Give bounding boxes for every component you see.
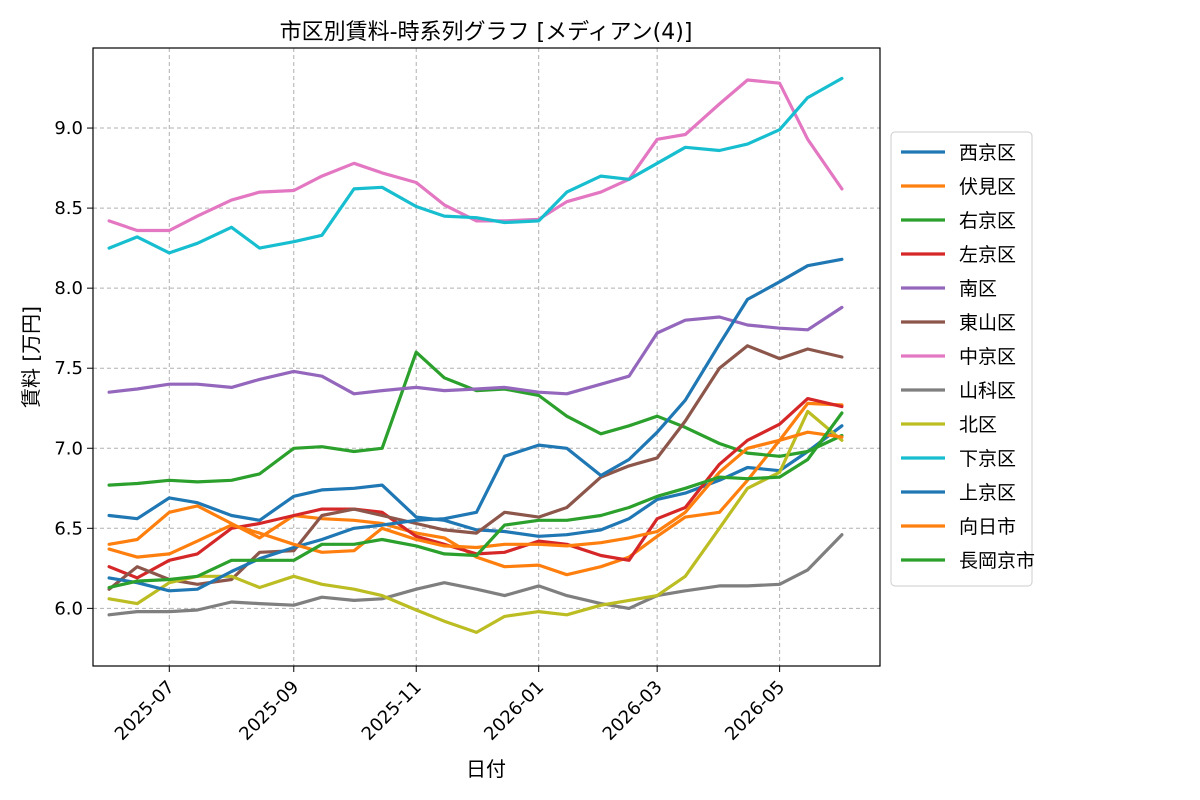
chart-title: 市区別賃料-時系列グラフ [メディアン(4)] — [280, 20, 693, 45]
y-tick-label: 7.0 — [54, 438, 83, 459]
legend-entry: 北区 — [901, 414, 997, 436]
grid — [93, 48, 880, 666]
legend-label: 向日市 — [959, 516, 1016, 538]
legend-entry: 下京区 — [901, 448, 1016, 470]
series-line-7 — [107, 533, 844, 617]
series-line-11 — [107, 430, 844, 559]
legend-label: 北区 — [959, 414, 997, 436]
legend-entry: 伏見区 — [901, 176, 1016, 198]
series-line-12 — [107, 411, 844, 590]
series-line-0 — [107, 424, 844, 538]
legend-entry: 西京区 — [901, 142, 1016, 164]
legend-entry: 上京区 — [901, 482, 1016, 504]
series-line-10 — [107, 257, 844, 593]
y-axis-ticks: 6.0 6.5 7.0 7.5 8.0 8.5 9.0 — [54, 118, 93, 619]
legend-label: 右京区 — [959, 210, 1016, 232]
legend-label: 中京区 — [959, 346, 1016, 368]
legend-label: 南区 — [959, 278, 997, 300]
legend-entry: 中京区 — [901, 346, 1016, 368]
series-line-6 — [107, 78, 844, 233]
series-line-4 — [107, 305, 844, 396]
legend-entry: 左京区 — [901, 244, 1016, 266]
legend-entry: 長岡京市 — [901, 550, 1035, 572]
legend-label: 上京区 — [959, 482, 1016, 504]
y-tick-label: 8.5 — [54, 198, 83, 219]
legend-label: 山科区 — [959, 380, 1016, 402]
legend-box — [890, 131, 1033, 587]
series-lines — [107, 76, 844, 635]
legend-entry: 南区 — [901, 278, 997, 300]
legend-entry: 山科区 — [901, 380, 1016, 402]
legend-label: 長岡京市 — [959, 550, 1035, 572]
y-tick-label: 6.5 — [54, 518, 83, 539]
x-axis-title: 日付 — [466, 757, 506, 781]
plot-area-frame — [92, 47, 881, 667]
legend-label: 東山区 — [959, 312, 1016, 334]
legend-label: 下京区 — [959, 448, 1016, 470]
series-line-1 — [107, 401, 844, 577]
y-tick-label: 9.0 — [54, 118, 83, 139]
y-tick-label: 8.0 — [54, 278, 83, 299]
y-axis-title: 賃料 [万円] — [19, 306, 43, 408]
legend-entry: 右京区 — [901, 210, 1016, 232]
y-tick-label: 6.0 — [54, 598, 83, 619]
legend-label: 西京区 — [959, 142, 1016, 164]
legend-entry: 東山区 — [901, 312, 1016, 334]
legend-label: 左京区 — [959, 244, 1016, 266]
legend-entry: 向日市 — [901, 516, 1016, 538]
series-line-5 — [107, 344, 844, 591]
legend-label: 伏見区 — [959, 176, 1016, 198]
series-line-8 — [107, 409, 844, 635]
series-line-9 — [107, 76, 844, 255]
y-tick-label: 7.5 — [54, 358, 83, 379]
